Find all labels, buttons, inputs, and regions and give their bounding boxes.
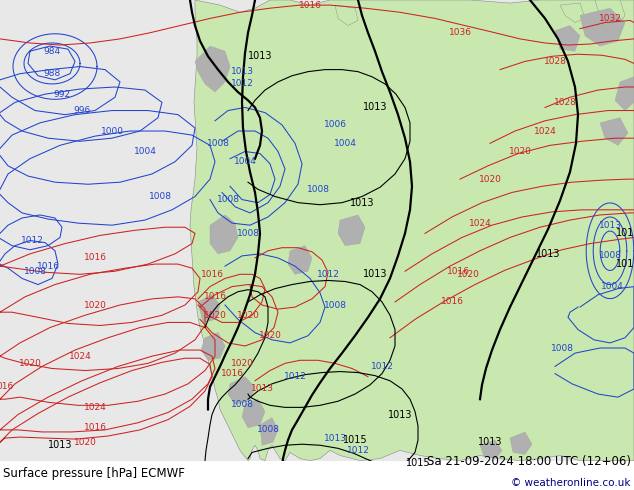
Text: 1013: 1013 [250,385,273,393]
Text: Sa 21-09-2024 18:00 UTC (12+06): Sa 21-09-2024 18:00 UTC (12+06) [427,455,631,468]
Text: 1004: 1004 [600,282,623,291]
Polygon shape [190,0,634,461]
Text: 1012: 1012 [231,79,254,88]
Text: 1008: 1008 [231,400,254,409]
Polygon shape [198,295,220,322]
Text: 988: 988 [43,69,61,78]
Text: 992: 992 [53,90,70,98]
Text: 1024: 1024 [68,352,91,361]
Text: 1016: 1016 [299,0,321,10]
Text: 1016: 1016 [37,262,60,270]
Text: 1013: 1013 [248,51,272,61]
Text: 1013: 1013 [616,228,634,238]
Text: 1020: 1020 [84,300,107,310]
Text: 1008: 1008 [306,185,330,194]
Text: 1016: 1016 [204,293,226,301]
Text: 1013: 1013 [323,434,347,442]
Polygon shape [260,417,278,445]
Text: 1024: 1024 [469,219,491,228]
Text: 1024: 1024 [534,126,557,136]
Text: 1020: 1020 [479,174,501,184]
Text: 1008: 1008 [598,251,621,260]
Polygon shape [201,333,225,360]
Text: 1008: 1008 [23,267,46,276]
Text: 1016: 1016 [84,253,107,263]
Polygon shape [288,245,312,274]
Polygon shape [210,215,238,254]
Text: 1016: 1016 [84,423,107,432]
Text: © weatheronline.co.uk: © weatheronline.co.uk [512,478,631,488]
Text: 1004: 1004 [233,157,256,166]
Text: 1016: 1016 [221,369,243,378]
Polygon shape [0,0,634,461]
Text: 1028: 1028 [543,57,566,66]
Text: 1020: 1020 [508,147,531,156]
Polygon shape [555,25,580,51]
Text: 1020: 1020 [74,438,96,447]
Text: 1013: 1013 [350,197,374,208]
Text: 1012: 1012 [347,446,370,455]
Text: 1036: 1036 [448,28,472,37]
Text: 1008: 1008 [257,425,280,435]
Text: 1015: 1015 [343,435,367,445]
Text: 1016: 1016 [616,259,634,269]
Polygon shape [560,3,585,23]
Text: 996: 996 [74,106,91,115]
Text: 1004: 1004 [333,139,356,148]
Text: 1013: 1013 [363,270,387,279]
Text: 1000: 1000 [101,126,124,136]
Text: 1013: 1013 [48,440,72,450]
Text: 1032: 1032 [598,14,621,23]
Polygon shape [242,399,265,428]
Text: 016: 016 [0,382,13,392]
Text: 1013: 1013 [536,249,560,259]
Text: 1008: 1008 [550,343,574,352]
Polygon shape [580,8,625,46]
Text: 1008: 1008 [236,229,259,238]
Text: 1028: 1028 [553,98,576,107]
Text: 1020: 1020 [204,311,226,320]
Text: 1013: 1013 [363,102,387,113]
Text: 1016: 1016 [200,270,224,279]
Text: 1008: 1008 [148,192,172,201]
Text: 1020: 1020 [236,311,259,320]
Text: 984: 984 [44,47,61,56]
Text: 1012: 1012 [370,362,394,371]
Polygon shape [600,118,628,146]
Text: 1013: 1013 [388,410,412,419]
Text: 1020: 1020 [18,359,41,368]
Polygon shape [338,215,365,245]
Text: 1012: 1012 [283,372,306,381]
Text: 1015: 1015 [406,458,430,467]
Text: Surface pressure [hPa] ECMWF: Surface pressure [hPa] ECMWF [3,467,185,480]
Polygon shape [615,77,634,111]
Text: 1016: 1016 [441,297,463,306]
Text: 1020: 1020 [259,331,281,340]
Text: 1012: 1012 [316,270,339,279]
Text: 1004: 1004 [134,147,157,156]
Text: 1008: 1008 [207,139,230,148]
Text: 1013: 1013 [598,220,621,230]
Polygon shape [335,5,358,25]
Text: 1024: 1024 [84,403,107,412]
Text: 1006: 1006 [323,121,347,129]
Polygon shape [480,440,502,459]
Text: 1008: 1008 [216,195,240,204]
Text: 1012: 1012 [20,236,44,245]
Text: 1008: 1008 [323,300,347,310]
Text: 1020: 1020 [456,270,479,279]
Polygon shape [510,432,532,454]
Polygon shape [228,377,255,404]
Text: 1013: 1013 [231,67,254,76]
Text: 1013: 1013 [478,437,502,447]
Polygon shape [195,46,230,92]
Text: 1020: 1020 [231,359,254,368]
Text: 1016: 1016 [446,267,470,276]
Polygon shape [595,0,625,25]
